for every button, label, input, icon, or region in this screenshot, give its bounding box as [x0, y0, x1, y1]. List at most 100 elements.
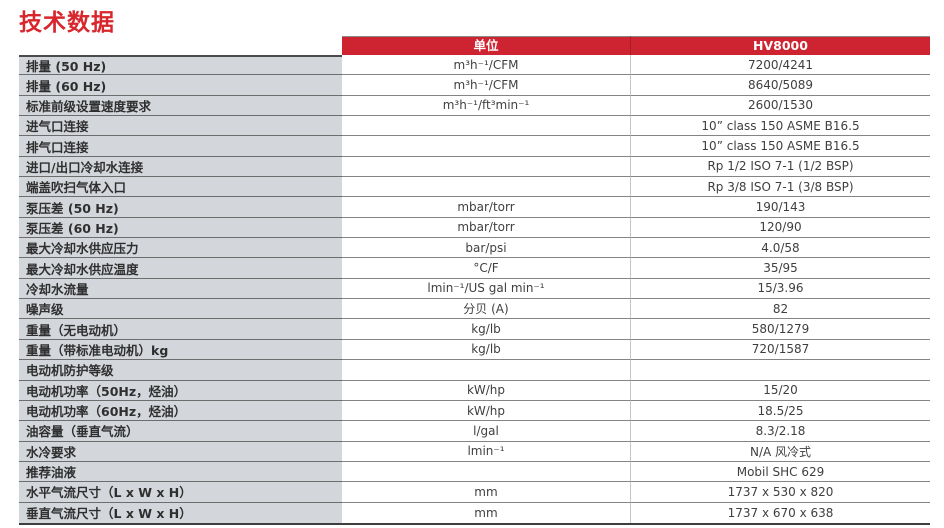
row-value: 35/95 [630, 258, 930, 279]
row-value: 1737 x 670 x 638 [630, 502, 930, 523]
row-value: 8640/5089 [630, 75, 930, 96]
row-label: 标准前级设置速度要求 [19, 95, 342, 117]
row-value: Mobil SHC 629 [630, 461, 930, 483]
row-label: 排量 (60 Hz) [19, 75, 342, 96]
table-row: 电动机功率（60Hz，烃油） kW/hp 18.5/25 [19, 400, 930, 422]
row-value: 8.3/2.18 [630, 421, 930, 442]
row-label: 油容量（垂直气流） [19, 421, 342, 442]
row-label: 重量（无电动机） [19, 319, 342, 340]
table-row: 最大冷却水供应温度 °C/F 35/95 [19, 258, 930, 279]
row-value: 7200/4241 [630, 55, 930, 76]
row-unit: 分贝 (A) [342, 299, 630, 320]
row-value [630, 360, 930, 381]
row-label: 端盖吹扫气体入口 [19, 177, 342, 198]
row-value: Rp 3/8 ISO 7-1 (3/8 BSP) [630, 177, 930, 198]
spec-table: 单位 HV8000 排量 (50 Hz) m³h⁻¹/CFM 7200/4241… [19, 36, 930, 526]
table-header-row: 单位 HV8000 [19, 36, 930, 55]
row-unit [342, 157, 630, 178]
table-row: 电动机功率（50Hz，烃油） kW/hp 15/20 [19, 380, 930, 401]
row-unit [342, 360, 630, 381]
row-value: N/A 风冷式 [630, 441, 930, 462]
table-row: 泵压差 (60 Hz) mbar/torr 120/90 [19, 217, 930, 239]
row-label: 最大冷却水供应温度 [19, 258, 342, 279]
row-unit: mbar/torr [342, 197, 630, 218]
row-label: 进气口连接 [19, 116, 342, 137]
column-header-model: HV8000 [630, 36, 930, 55]
row-unit: m³h⁻¹/ft³min⁻¹ [342, 96, 630, 117]
column-header-unit: 单位 [342, 36, 630, 55]
row-label: 重量（带标准电动机）kg [19, 339, 342, 361]
row-label: 电动机功率（60Hz，烃油） [19, 400, 342, 422]
page-title: 技术数据 [19, 10, 115, 36]
table-row: 冷却水流量 lmin⁻¹/US gal min⁻¹ 15/3.96 [19, 278, 930, 300]
table-row: 噪声级 分贝 (A) 82 [19, 299, 930, 320]
table-row: 排量 (50 Hz) m³h⁻¹/CFM 7200/4241 [19, 55, 930, 76]
row-value: 2600/1530 [630, 95, 930, 117]
row-label: 电动机功率（50Hz，烃油） [19, 380, 342, 401]
table-row: 重量（无电动机） kg/lb 580/1279 [19, 319, 930, 340]
row-value: 1737 x 530 x 820 [630, 482, 930, 503]
row-label: 噪声级 [19, 299, 342, 320]
row-unit: mm [342, 482, 630, 503]
table-row: 水冷要求 lmin⁻¹ N/A 风冷式 [19, 441, 930, 462]
row-value: 4.0/58 [630, 238, 930, 259]
row-unit: m³h⁻¹/CFM [342, 55, 630, 76]
row-value: 10” class 150 ASME B16.5 [630, 136, 930, 157]
table-row: 重量（带标准电动机）kg kg/lb 720/1587 [19, 339, 930, 361]
row-label: 排量 (50 Hz) [19, 55, 342, 76]
row-unit: lmin⁻¹ [342, 442, 630, 462]
row-unit: lmin⁻¹/US gal min⁻¹ [342, 279, 630, 300]
row-value: 82 [630, 299, 930, 320]
row-value: 720/1587 [630, 339, 930, 361]
row-value: 190/143 [630, 197, 930, 218]
row-value: Rp 1/2 ISO 7-1 (1/2 BSP) [630, 156, 930, 178]
row-unit: mm [474, 505, 498, 520]
row-label: 水冷要求 [19, 441, 342, 462]
row-label: 电动机防护等级 [19, 360, 342, 381]
table-row: 最大冷却水供应压力 bar/psi 4.0/58 [19, 238, 930, 259]
row-label: 推荐油液 [19, 461, 342, 483]
row-unit [342, 116, 630, 137]
table-row: 标准前级设置速度要求 m³h⁻¹/ft³min⁻¹ 2600/1530 [19, 95, 930, 117]
row-label: 最大冷却水供应压力 [19, 238, 342, 259]
table-row: 推荐油液 Mobil SHC 629 [19, 461, 930, 483]
row-unit: kW/hp [342, 401, 630, 422]
row-value: 580/1279 [630, 319, 930, 340]
row-unit [342, 462, 630, 483]
row-unit: bar/psi [342, 238, 630, 259]
table-row: 进气口连接 10” class 150 ASME B16.5 [19, 116, 930, 137]
row-unit: l/gal [342, 421, 630, 442]
row-label: 冷却水流量 [19, 278, 342, 300]
table-body: 排量 (50 Hz) m³h⁻¹/CFM 7200/4241 排量 (60 Hz… [19, 55, 930, 523]
row-label: 泵压差 (60 Hz) [19, 217, 342, 239]
row-value: 18.5/25 [630, 400, 930, 422]
table-row: 端盖吹扫气体入口 Rp 3/8 ISO 7-1 (3/8 BSP) [19, 177, 930, 198]
row-unit: mbar/torr [342, 218, 630, 239]
row-value: 15/3.96 [630, 278, 930, 300]
row-unit: kg/lb [342, 340, 630, 361]
row-label: 排气口连接 [19, 136, 342, 157]
row-unit: m³h⁻¹/CFM [342, 75, 630, 96]
row-value: 120/90 [630, 217, 930, 239]
row-unit: kg/lb [342, 319, 630, 340]
row-unit: °C/F [342, 258, 630, 279]
table-row: 进口/出口冷却水连接 Rp 1/2 ISO 7-1 (1/2 BSP) [19, 156, 930, 178]
table-row: 排量 (60 Hz) m³h⁻¹/CFM 8640/5089 [19, 75, 930, 96]
row-label: 泵压差 (50 Hz) [19, 197, 342, 218]
table-row: 泵压差 (50 Hz) mbar/torr 190/143 [19, 197, 930, 218]
row-unit [342, 136, 630, 157]
table-row: 电动机防护等级 [19, 360, 930, 381]
row-label: 垂直气流尺寸（L x W x H） [19, 502, 342, 523]
table-bottom-border [19, 522, 930, 526]
table-row: 垂直气流尺寸（L x W x H） mm 1737 x 670 x 638 [19, 502, 930, 523]
row-label: 水平气流尺寸（L x W x H） [19, 482, 342, 503]
header-spacer [19, 36, 342, 55]
row-unit [342, 177, 630, 198]
row-label: 进口/出口冷却水连接 [19, 156, 342, 178]
row-value: 15/20 [630, 380, 930, 401]
row-unit: kW/hp [342, 381, 630, 401]
table-row: 排气口连接 10” class 150 ASME B16.5 [19, 136, 930, 157]
row-value: 10” class 150 ASME B16.5 [630, 116, 930, 137]
table-row: 油容量（垂直气流） l/gal 8.3/2.18 [19, 421, 930, 442]
table-row: 水平气流尺寸（L x W x H） mm 1737 x 530 x 820 [19, 482, 930, 503]
